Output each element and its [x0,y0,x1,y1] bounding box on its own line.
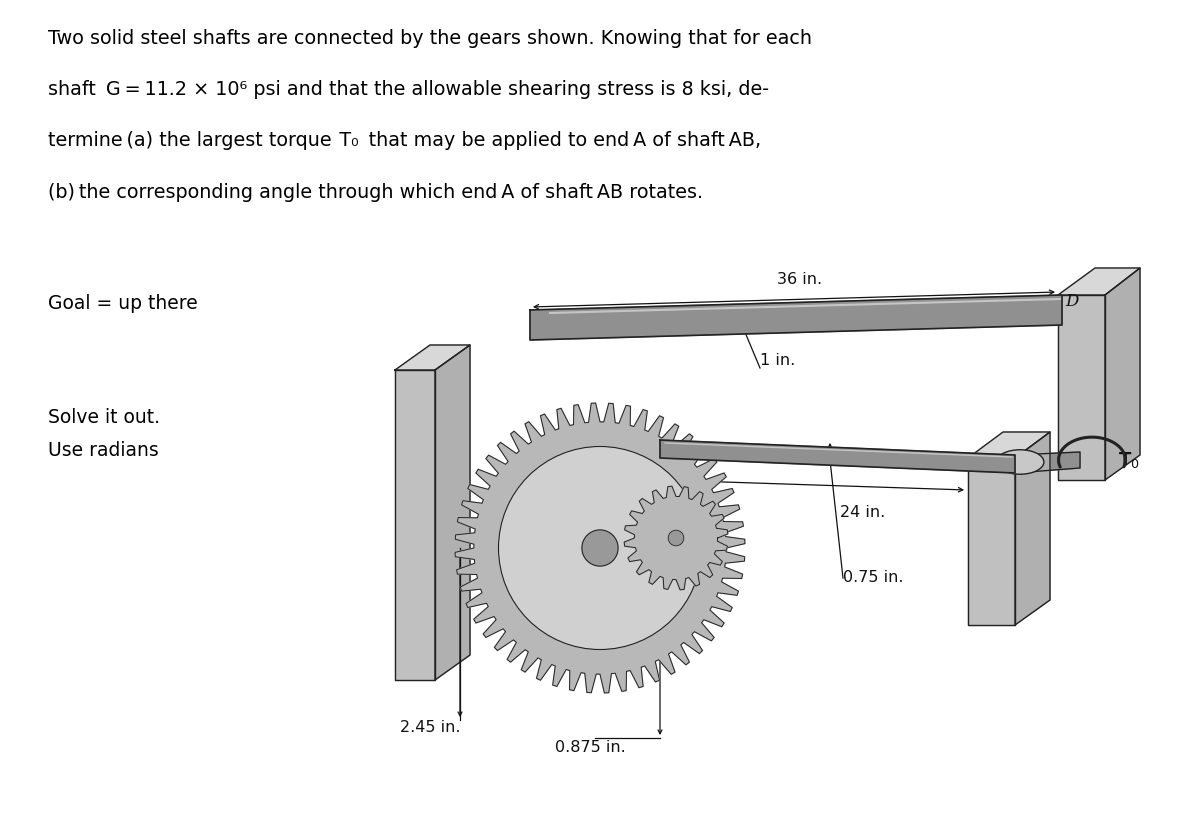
Text: 36 in.: 36 in. [777,273,823,287]
Polygon shape [455,403,745,693]
Text: C: C [589,549,602,566]
Ellipse shape [581,530,618,566]
Ellipse shape [669,530,684,546]
Polygon shape [395,345,470,370]
Text: D: D [1065,294,1078,311]
Text: 0.875 in.: 0.875 in. [555,740,626,755]
Polygon shape [1058,295,1104,480]
Text: Two solid steel shafts are connected by the gears shown. Knowing that for each: Two solid steel shafts are connected by … [48,29,812,47]
Text: 2.45 in.: 2.45 in. [400,720,461,735]
Polygon shape [968,458,1015,625]
Polygon shape [1015,452,1081,473]
Text: A: A [1007,454,1018,471]
Text: shaft  G = 11.2 × 10⁶ psi and that the allowable shearing stress is 8 ksi, de-: shaft G = 11.2 × 10⁶ psi and that the al… [48,80,769,99]
Text: 24 in.: 24 in. [841,505,886,521]
Text: Use radians: Use radians [48,441,159,459]
Text: $\mathbf{T}_0$: $\mathbf{T}_0$ [1118,450,1139,470]
Polygon shape [624,486,728,590]
Polygon shape [1015,432,1050,625]
Polygon shape [530,295,1061,340]
Polygon shape [1058,268,1140,295]
Text: Solve it out.: Solve it out. [48,408,160,427]
Text: Goal = up there: Goal = up there [48,294,197,313]
Text: termine (a) the largest torque  T₀  that may be applied to end A of shaft AB,: termine (a) the largest torque T₀ that m… [48,131,761,150]
Text: B: B [689,566,701,583]
Polygon shape [395,370,435,680]
Polygon shape [435,345,470,680]
Ellipse shape [499,446,702,650]
Polygon shape [968,432,1050,458]
Text: 1 in.: 1 in. [761,353,795,368]
Text: (b) the corresponding angle through which end A of shaft AB rotates.: (b) the corresponding angle through whic… [48,183,703,202]
Polygon shape [660,440,1015,473]
Ellipse shape [996,450,1044,474]
Text: 0.75 in.: 0.75 in. [843,570,904,586]
Polygon shape [1104,268,1140,480]
